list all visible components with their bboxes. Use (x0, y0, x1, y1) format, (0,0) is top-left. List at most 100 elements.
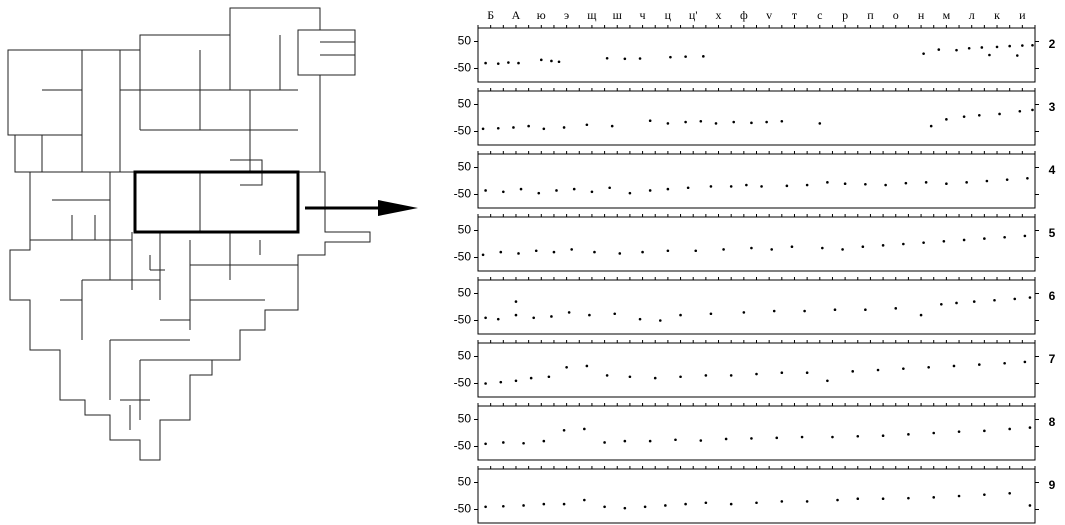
y-tick-label: 50 (458, 97, 472, 111)
point (613, 312, 617, 316)
point (484, 61, 487, 65)
y-tick-label: -50 (454, 502, 472, 516)
point (608, 186, 611, 190)
x-tick-label: э (564, 8, 569, 22)
point (831, 435, 834, 439)
x-tick-label: ш (613, 8, 623, 22)
panel-label: 8 (1049, 415, 1056, 429)
panel-label: 2 (1049, 37, 1056, 51)
point (955, 48, 958, 52)
point (684, 502, 687, 506)
point (555, 189, 558, 192)
point (826, 379, 829, 383)
point (790, 245, 794, 248)
point (755, 372, 758, 376)
panel-label: 3 (1049, 100, 1056, 114)
point (800, 435, 804, 439)
x-tick-label: л (969, 8, 975, 22)
x-tick-label: о (893, 8, 899, 22)
point (902, 367, 905, 370)
point (841, 248, 844, 251)
point (729, 185, 733, 188)
point (674, 438, 677, 442)
point (770, 248, 773, 251)
point (499, 380, 503, 384)
y-tick-label: 50 (458, 160, 472, 174)
point (805, 371, 809, 375)
point (679, 375, 682, 379)
y-tick-label: 50 (458, 412, 472, 426)
point (937, 48, 941, 51)
point (851, 370, 855, 373)
panel-label: 4 (1049, 163, 1056, 177)
x-tick-label: ю (537, 8, 546, 22)
point (583, 498, 586, 502)
point (542, 127, 546, 131)
point (664, 504, 667, 507)
y-tick-label: -50 (454, 61, 472, 75)
point (542, 439, 546, 443)
panel-label: 6 (1049, 289, 1056, 303)
point (562, 429, 566, 432)
point (567, 311, 571, 314)
point (922, 52, 925, 55)
point (562, 502, 566, 506)
point (729, 374, 733, 377)
point (481, 253, 485, 257)
point (572, 187, 576, 191)
point (522, 504, 525, 507)
point (856, 497, 860, 501)
point (780, 500, 784, 503)
point (772, 309, 776, 313)
point (537, 191, 541, 195)
point (570, 248, 573, 251)
point (623, 57, 627, 61)
point (527, 124, 530, 128)
point (995, 45, 999, 49)
point (638, 57, 642, 60)
point (588, 313, 591, 317)
x-tick-label: ц (665, 8, 672, 22)
point (623, 439, 627, 443)
point (983, 429, 986, 433)
point (547, 375, 551, 379)
point (484, 442, 487, 446)
point (1023, 360, 1027, 364)
point (1005, 178, 1009, 181)
point (610, 124, 614, 128)
x-tick-label: п (867, 8, 874, 22)
point (499, 250, 503, 254)
point (729, 502, 733, 506)
point (945, 182, 948, 185)
selection-box (133, 170, 300, 234)
map (7, 7, 418, 461)
x-tick-label: х (716, 8, 722, 22)
point (484, 189, 487, 192)
point (507, 61, 510, 64)
point (532, 316, 535, 320)
panel-frame (477, 468, 1036, 524)
x-tick-label: v (766, 8, 772, 22)
point (775, 436, 779, 440)
point (952, 364, 956, 368)
point (517, 61, 520, 65)
point (704, 374, 708, 377)
point (864, 182, 867, 186)
point (902, 242, 905, 246)
panel-frame (477, 90, 1036, 146)
point (760, 185, 763, 188)
point (605, 374, 609, 377)
point (1003, 361, 1006, 365)
y-tick-label: -50 (454, 439, 472, 453)
point (522, 441, 525, 445)
point (618, 252, 622, 255)
point (714, 122, 718, 125)
point (983, 493, 986, 496)
point (648, 189, 652, 192)
y-tick-label: -50 (454, 313, 472, 327)
point (565, 366, 568, 369)
point (985, 179, 989, 183)
x-tick-label: н (918, 8, 925, 22)
point (542, 502, 546, 506)
x-tick-label: и (1019, 8, 1026, 22)
